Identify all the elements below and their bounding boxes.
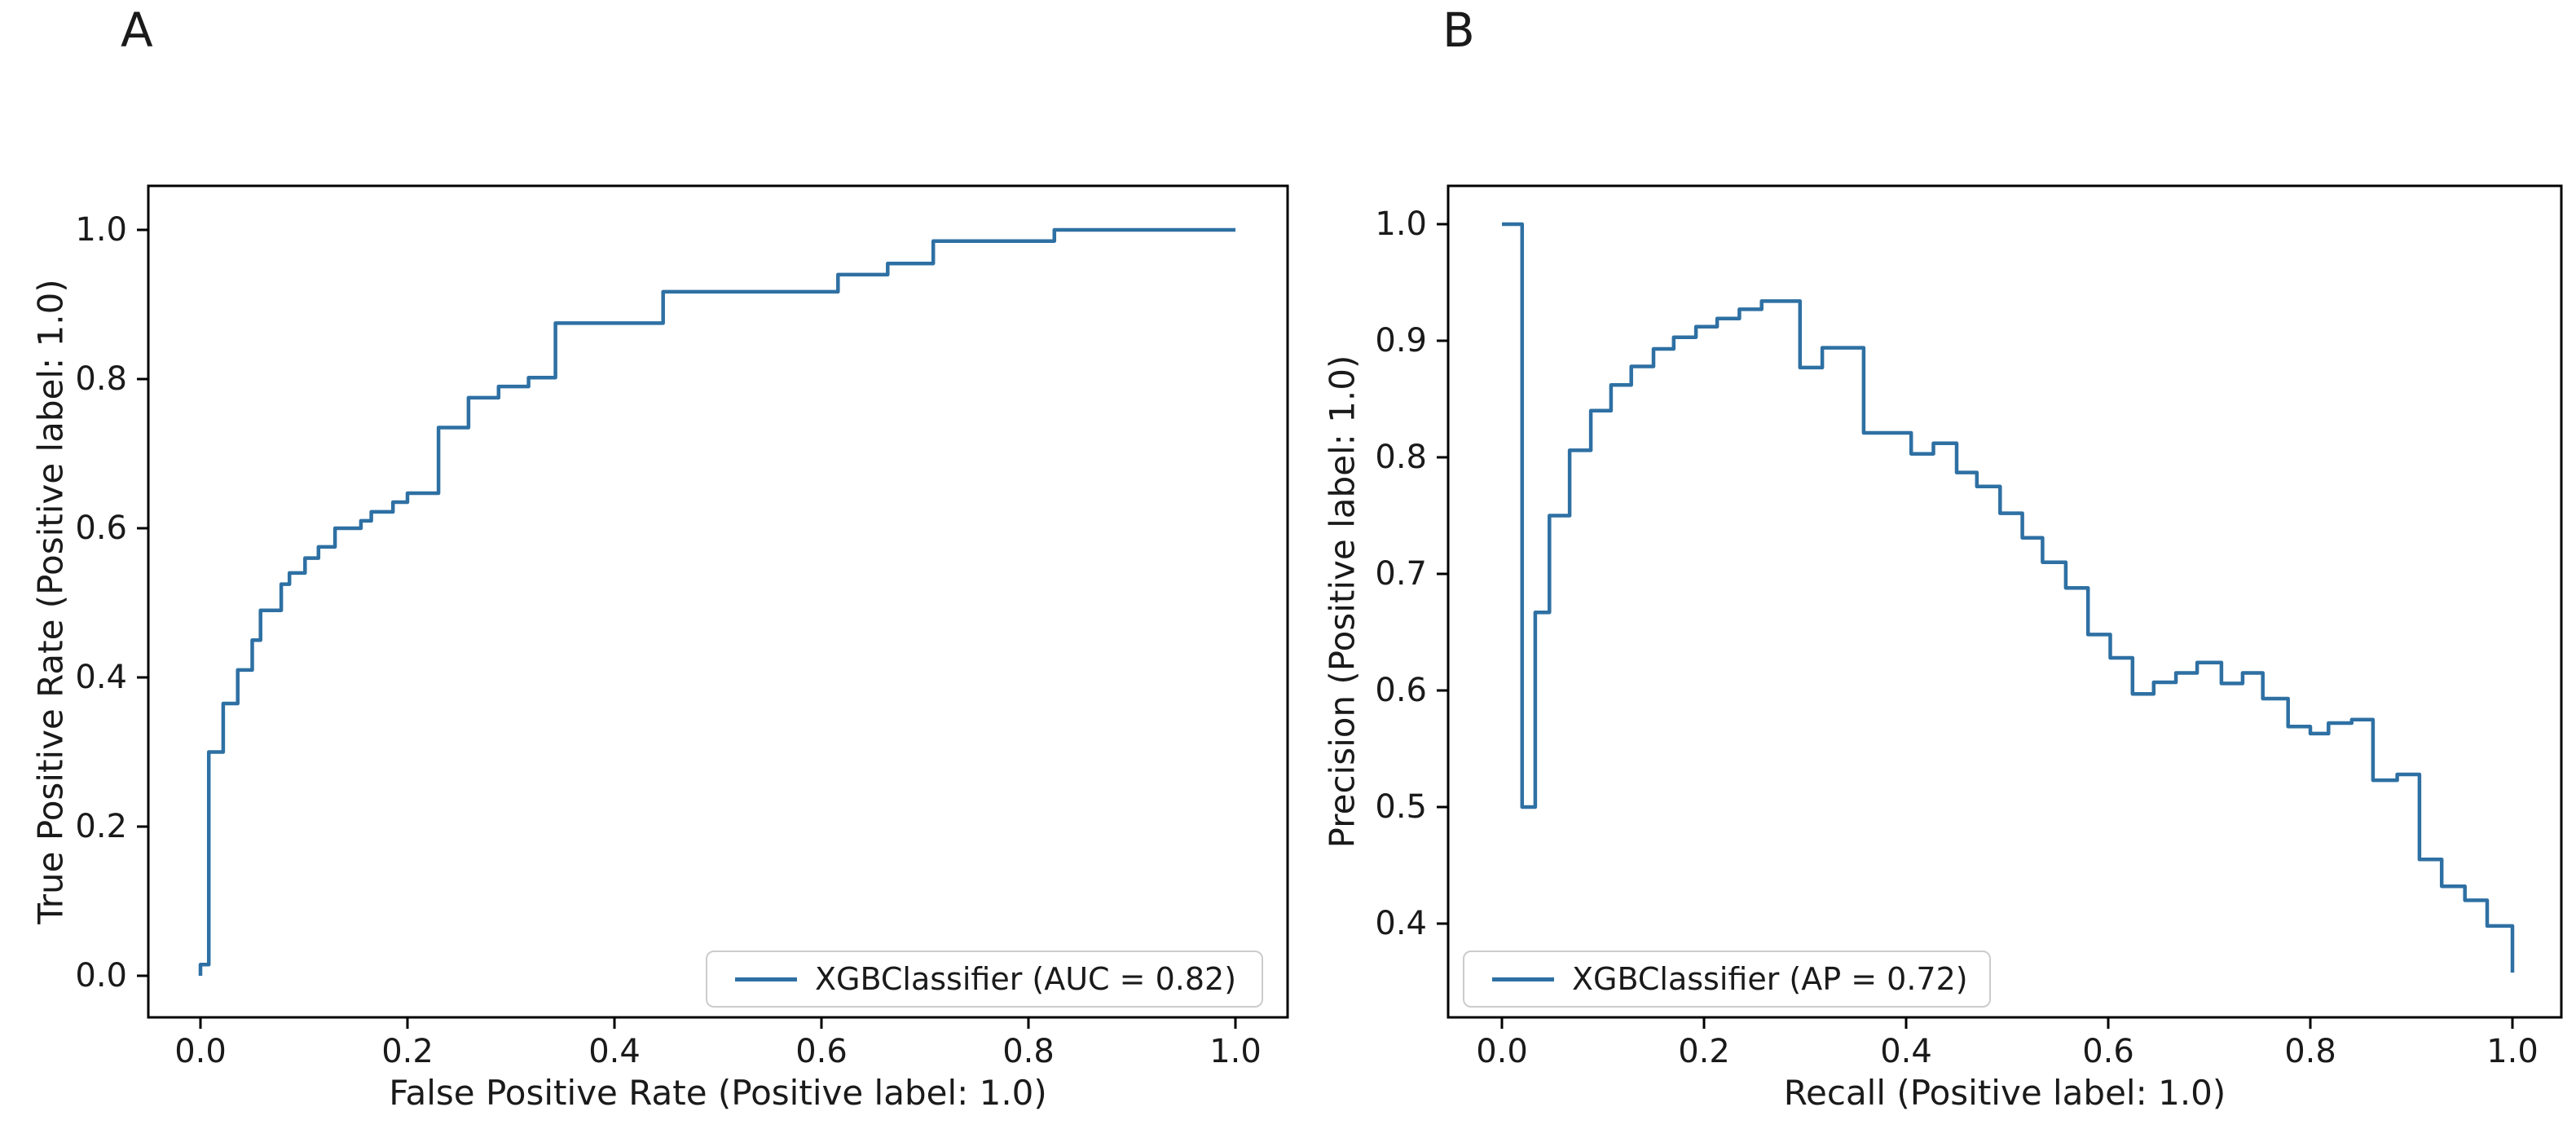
y-tick-label-a: 1.0 — [75, 211, 127, 249]
panel-label-a: A — [121, 2, 153, 58]
y-tick-label-a: 0.4 — [75, 659, 127, 696]
y-tick-label-a: 0.8 — [75, 360, 127, 398]
x-tick-label-a: 0.2 — [381, 1033, 434, 1070]
x-tick-label-b: 0.2 — [1678, 1033, 1730, 1070]
legend-line-swatch-a — [735, 977, 797, 981]
y-tick-label-a: 0.0 — [75, 957, 127, 995]
legend-b: XGBClassifier (AP = 0.72) — [1463, 951, 1991, 1008]
y-tick-label-b: 0.7 — [1375, 555, 1427, 593]
x-tick-label-a: 0.8 — [1002, 1033, 1055, 1070]
legend-line-swatch-b — [1492, 977, 1554, 981]
legend-label-b: XGBClassifier (AP = 0.72) — [1572, 961, 1968, 997]
x-tick-label-a: 0.4 — [588, 1033, 641, 1070]
x-axis-label-a: False Positive Rate (Positive label: 1.0… — [389, 1073, 1047, 1113]
axes-frame-a — [147, 184, 1289, 1019]
y-tick-label-a: 0.2 — [75, 808, 127, 845]
x-axis-label-b: Recall (Positive label: 1.0) — [1783, 1073, 2226, 1113]
legend-label-a: XGBClassifier (AUC = 0.82) — [815, 961, 1237, 997]
panel-label-b: B — [1442, 2, 1475, 58]
x-tick-label-b: 0.4 — [1880, 1033, 1932, 1070]
y-axis-label-a: True Positive Rate (Positive label: 1.0) — [30, 279, 71, 924]
y-tick-label-a: 0.6 — [75, 509, 127, 547]
x-tick-label-a: 1.0 — [1209, 1033, 1262, 1070]
roc-curve-line — [198, 227, 1235, 976]
y-tick-label-b: 0.4 — [1375, 905, 1427, 942]
legend-a: XGBClassifier (AUC = 0.82) — [706, 951, 1263, 1008]
pr-curve-line — [1502, 222, 2515, 973]
y-axis-label-b: Precision (Positive label: 1.0) — [1322, 355, 1363, 849]
x-tick-label-b: 0.6 — [2082, 1033, 2134, 1070]
x-tick-label-b: 0.8 — [2284, 1033, 2336, 1070]
y-tick-label-b: 0.5 — [1375, 788, 1427, 826]
y-tick-label-b: 0.9 — [1375, 322, 1427, 359]
x-tick-label-b: 0.0 — [1476, 1033, 1528, 1070]
y-tick-label-b: 0.8 — [1375, 439, 1427, 476]
y-tick-label-b: 1.0 — [1375, 205, 1427, 243]
axes-frame-b — [1447, 184, 2563, 1019]
x-tick-label-a: 0.0 — [174, 1033, 227, 1070]
x-tick-label-b: 1.0 — [2486, 1033, 2539, 1070]
x-tick-label-a: 0.6 — [795, 1033, 848, 1070]
y-tick-label-b: 0.6 — [1375, 672, 1427, 709]
